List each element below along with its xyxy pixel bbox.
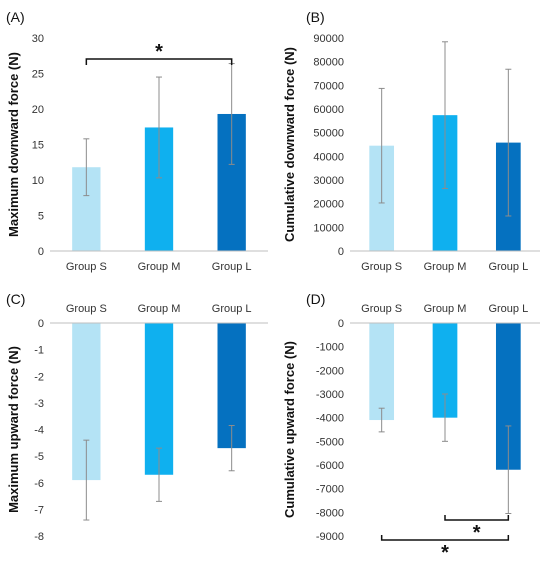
category-label: Group L	[212, 303, 252, 315]
category-label: Group S	[66, 303, 107, 315]
significance-bracket	[444, 515, 510, 521]
y-axis-title: Cumulative upward force (N)	[282, 341, 297, 518]
y-tick-label: 80000	[313, 57, 344, 69]
chart-panel-4: (D) Cumulative upward force (N) -9000 -8000…	[282, 291, 540, 564]
panel-label: (C)	[6, 291, 25, 307]
panel-label: (D)	[306, 291, 325, 307]
category-label: Group M	[138, 261, 181, 273]
y-tick-label: 10	[32, 175, 44, 187]
panel-label: (B)	[306, 9, 325, 25]
y-tick-label: -4000	[316, 413, 344, 425]
y-tick-label: -7	[34, 504, 44, 516]
category-label: Group L	[212, 261, 252, 273]
y-tick-label: 60000	[313, 104, 344, 116]
y-tick-label: 0	[338, 318, 344, 330]
y-tick-label: 0	[38, 318, 44, 330]
category-label: Group L	[488, 261, 528, 273]
significance-marker: *	[155, 41, 163, 63]
category-label: Group S	[361, 303, 402, 315]
category-label: Group S	[66, 261, 107, 273]
category-label: Group M	[138, 303, 181, 315]
y-tick-label: -1000	[316, 342, 344, 354]
significance-marker: *	[441, 542, 449, 564]
y-axis-title: Cumulative downward force (N)	[282, 47, 297, 242]
y-tick-label: -6	[34, 478, 44, 490]
category-label: Group M	[424, 303, 467, 315]
y-tick-label: 0	[38, 246, 44, 258]
significance-bracket	[85, 58, 233, 65]
y-tick-label: 40000	[313, 151, 344, 163]
y-tick-label: 30000	[313, 175, 344, 187]
chart-panel-1: (A) Maximum downward force (N) 0 5 10 15 20 25 3…	[6, 9, 268, 273]
y-tick-label: -6000	[316, 460, 344, 472]
y-tick-label: -7000	[316, 484, 344, 496]
y-tick-label: 0	[338, 246, 344, 258]
y-tick-label: -5000	[316, 436, 344, 448]
y-tick-label: -1	[34, 345, 44, 357]
y-tick-label: 20	[32, 104, 44, 116]
y-tick-label: 15	[32, 140, 44, 152]
y-tick-label: -8000	[316, 507, 344, 519]
y-tick-label: 10000	[313, 222, 344, 234]
significance-bracket	[380, 535, 510, 541]
y-tick-label: -2	[34, 371, 44, 383]
y-tick-label: 5	[38, 211, 44, 223]
y-tick-label: -3	[34, 398, 44, 410]
chart-panel-2: (B) Cumulative downward force (N) 0 10000 20…	[282, 9, 540, 273]
y-tick-label: 25	[32, 69, 44, 81]
y-tick-label: -2000	[316, 365, 344, 377]
y-tick-label: 70000	[313, 80, 344, 92]
significance-marker: *	[473, 522, 481, 544]
bar-group-s	[369, 323, 395, 421]
y-tick-label: 30	[32, 33, 44, 45]
y-axis-title: Maximum downward force (N)	[6, 52, 21, 237]
y-tick-label: -4	[34, 425, 44, 437]
chart-panel-3: (C) Maximum upward force (N) -8 -7 -6 -5 -4 -3 -…	[6, 291, 268, 543]
y-tick-label: 20000	[313, 199, 344, 211]
y-tick-label: -3000	[316, 389, 344, 401]
y-tick-label: -9000	[316, 531, 344, 543]
y-tick-label: 90000	[313, 33, 344, 45]
y-axis-title: Maximum upward force (N)	[6, 346, 21, 513]
category-label: Group M	[424, 261, 467, 273]
y-tick-label: 50000	[313, 128, 344, 140]
category-label: Group S	[361, 261, 402, 273]
y-tick-label: -5	[34, 451, 44, 463]
y-tick-label: -8	[34, 531, 44, 543]
panel-label: (A)	[6, 9, 25, 25]
category-label: Group L	[488, 303, 528, 315]
